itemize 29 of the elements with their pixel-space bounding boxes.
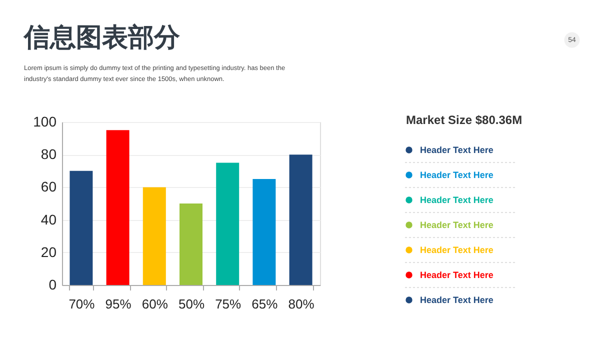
chart-title: 信息图表部分 bbox=[23, 23, 181, 53]
bar bbox=[216, 162, 240, 285]
x-tick-label: 80% bbox=[288, 296, 315, 312]
y-tick-label: 80 bbox=[40, 146, 57, 162]
text: Header Text Here bbox=[420, 170, 494, 180]
y-tick-label: 100 bbox=[33, 114, 57, 130]
bar bbox=[142, 187, 166, 285]
text: Header Text Here bbox=[420, 195, 494, 205]
text: Header Text Here bbox=[420, 295, 494, 305]
bar bbox=[70, 170, 93, 285]
x-tick-label: 65% bbox=[252, 296, 278, 312]
bar bbox=[106, 130, 130, 285]
y-tick-label: 20 bbox=[40, 244, 57, 260]
y-tick-label: 0 bbox=[48, 276, 57, 292]
y-tick-label: 40 bbox=[40, 211, 57, 228]
bar bbox=[252, 179, 276, 285]
x-tick-label: 50% bbox=[178, 296, 205, 312]
text: Header Text Here bbox=[420, 145, 494, 155]
text: Market Size $80.36M bbox=[406, 113, 522, 127]
x-tick-label: 70% bbox=[68, 296, 96, 312]
bar bbox=[180, 204, 202, 285]
y-tick-label: 60 bbox=[40, 178, 57, 195]
text: Header Text Here bbox=[420, 220, 494, 230]
text: Header Text Here bbox=[420, 245, 494, 255]
x-tick-label: 75% bbox=[215, 296, 242, 312]
text: Header Text Here bbox=[420, 270, 494, 280]
x-tick-label: 95% bbox=[105, 296, 132, 312]
x-tick-label: 60% bbox=[142, 296, 168, 312]
bar bbox=[289, 154, 312, 285]
